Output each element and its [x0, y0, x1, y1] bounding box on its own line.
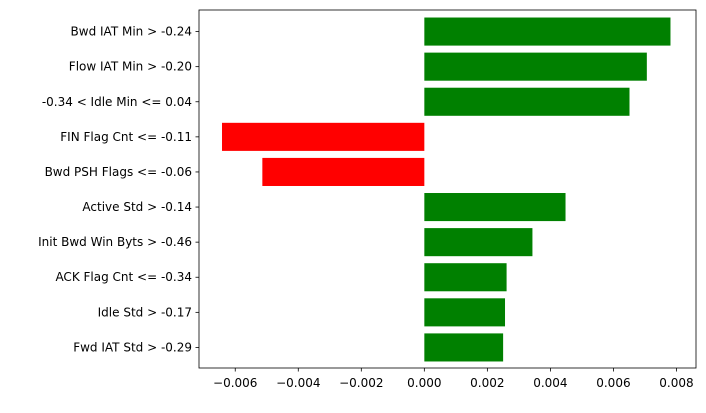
y-tick-label: Fwd IAT Std > -0.29	[73, 340, 192, 354]
x-axis-ticks: −0.006 −0.004 −0.002 0.000 0.002 0.004 0.006 0.…	[213, 368, 694, 390]
bar-4	[262, 157, 425, 186]
x-tick-label: 0.008	[659, 376, 693, 390]
x-tick-label: −0.006	[213, 376, 257, 390]
bar-3	[222, 122, 425, 151]
y-tick-label: Flow IAT Min > -0.20	[69, 60, 192, 74]
x-tick-label: 0.002	[470, 376, 504, 390]
x-tick-label: 0.000	[407, 376, 441, 390]
y-tick-label: -0.34 < Idle Min <= 0.04	[42, 95, 192, 109]
y-tick-label: Active Std > -0.14	[82, 200, 192, 214]
x-tick-label: −0.002	[339, 376, 383, 390]
bar-1	[424, 52, 647, 81]
y-tick-label: Init Bwd Win Byts > -0.46	[38, 235, 192, 249]
bar-6	[424, 228, 533, 257]
bars-group	[222, 17, 671, 362]
bar-9	[424, 333, 504, 362]
y-tick-label: Bwd IAT Min > -0.24	[71, 25, 192, 39]
y-axis-ticks: Bwd IAT Min > -0.24 Flow IAT Min > -0.20 -…	[38, 25, 199, 354]
bar-5	[424, 193, 566, 222]
bar-7	[424, 263, 507, 292]
bar-8	[424, 298, 506, 327]
x-tick-label: −0.004	[276, 376, 320, 390]
bar-0	[424, 17, 671, 46]
y-tick-label: ACK Flag Cnt <= -0.34	[55, 270, 192, 284]
y-tick-label: Bwd PSH Flags <= -0.06	[45, 165, 192, 179]
plot-frame	[198, 9, 697, 369]
y-tick-label: FIN Flag Cnt <= -0.11	[60, 130, 192, 144]
y-tick-label: Idle Std > -0.17	[98, 305, 192, 319]
x-tick-label: 0.004	[533, 376, 567, 390]
bar-2	[424, 87, 630, 116]
x-tick-label: 0.006	[596, 376, 630, 390]
